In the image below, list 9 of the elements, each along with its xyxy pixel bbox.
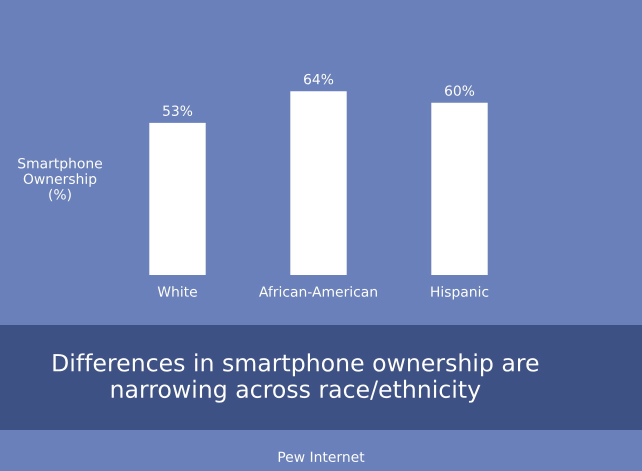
x-tick-label: African-American <box>259 286 377 297</box>
text: Pew Internet <box>278 452 364 462</box>
x-tick-label: White <box>158 286 197 297</box>
x-tick-label: Hispanic <box>431 286 488 300</box>
data-label: 53% <box>163 105 192 116</box>
y-axis-title: Smartphone Ownership (%) <box>18 158 102 202</box>
text: Differences in smartphone ownership are narrowing across race/ethnicity <box>53 353 538 403</box>
data-label: 60% <box>445 85 474 96</box>
data-label: 64% <box>304 74 334 84</box>
